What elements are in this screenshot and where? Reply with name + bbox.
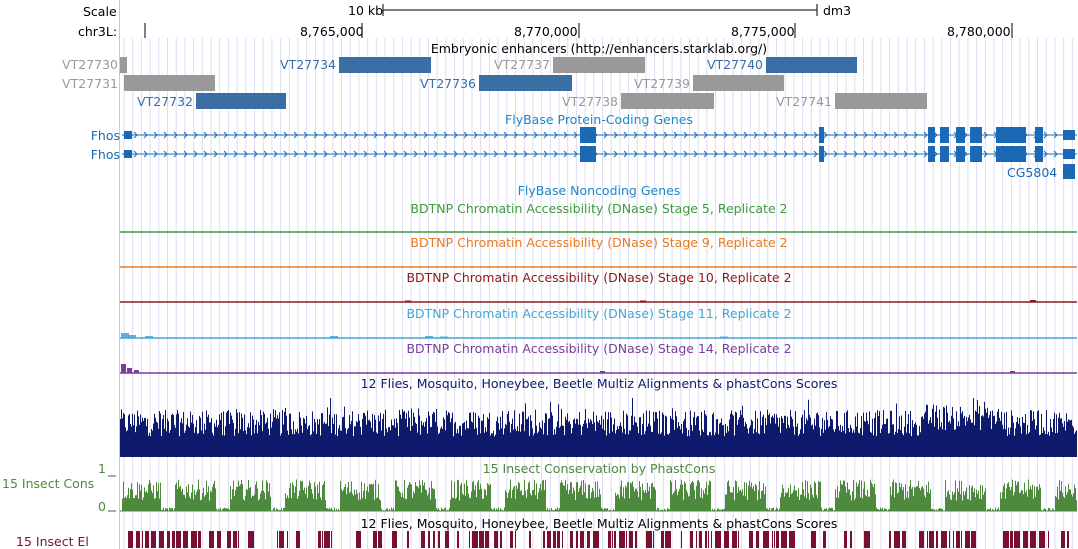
track-title-enhancers[interactable]: Embryonic enhancers (http://enhancers.st… xyxy=(430,41,768,56)
track-title-insect-cons[interactable]: 15 Insect Conservation by PhastCons xyxy=(482,461,716,476)
track-title-dnase-stage9[interactable]: BDTNP Chromatin Accessibility (DNase) St… xyxy=(410,235,788,250)
enhancer-vt27740[interactable] xyxy=(766,57,857,73)
enhancer-vt27731[interactable] xyxy=(124,75,215,91)
dnase-stage10-signal[interactable] xyxy=(120,300,1077,303)
chrom-label: chr3L: xyxy=(78,24,118,39)
track-title-dnase-stage5[interactable]: BDTNP Chromatin Accessibility (DNase) St… xyxy=(410,201,788,216)
track-title-flybase-coding[interactable]: FlyBase Protein-Coding Genes xyxy=(505,112,693,127)
enhancer-vt27734[interactable] xyxy=(339,57,431,73)
track-title-flybase-noncoding[interactable]: FlyBase Noncoding Genes xyxy=(517,183,681,198)
gene-label-cg5804[interactable]: CG5804 xyxy=(1007,165,1058,180)
enhancer-label: VT27732 xyxy=(137,94,193,109)
dnase-stage14-signal[interactable] xyxy=(120,364,1077,374)
enhancer-vt27732[interactable] xyxy=(196,93,286,109)
gene-fhos-2[interactable] xyxy=(122,146,1077,162)
insect-cons-signal[interactable] xyxy=(120,479,1077,512)
enhancer-label: VT27740 xyxy=(707,57,763,72)
enhancer-label: VT27734 xyxy=(280,57,336,72)
enhancer-vt27730[interactable] xyxy=(120,57,127,73)
enhancer-label: VT27737 xyxy=(494,57,550,72)
gene-label-fhos[interactable]: Fhos xyxy=(90,147,120,162)
enhancer-vt27741[interactable] xyxy=(835,93,927,109)
insect-el-left-label[interactable]: 15 Insect El xyxy=(16,534,89,549)
enhancer-vt27739[interactable] xyxy=(693,75,784,91)
enhancer-label: VT27738 xyxy=(562,94,618,109)
enhancer-label: VT27739 xyxy=(634,76,690,91)
track-title-dnase-stage11[interactable]: BDTNP Chromatin Accessibility (DNase) St… xyxy=(406,306,792,321)
insect-el-signal[interactable] xyxy=(128,531,1069,548)
track-title-multiz[interactable]: 12 Flies, Mosquito, Honeybee, Beetle Mul… xyxy=(360,376,838,391)
assembly-label: dm3 xyxy=(823,3,852,18)
enhancer-label: VT27731 xyxy=(62,76,118,91)
track-title-dnase-stage10[interactable]: BDTNP Chromatin Accessibility (DNase) St… xyxy=(406,270,792,285)
position-tick-label: 8,770,000 xyxy=(514,24,578,39)
gene-fhos-1[interactable] xyxy=(122,127,1077,143)
track-title-insect-el[interactable]: 12 Flies, Mosquito, Honeybee, Beetle Mul… xyxy=(360,516,838,531)
enhancer-label: VT27730 xyxy=(62,57,118,72)
multiz-signal[interactable] xyxy=(120,398,1077,457)
scale-label: Scale xyxy=(83,4,117,19)
enhancer-vt27737[interactable] xyxy=(553,57,645,73)
gene-label-fhos[interactable]: Fhos xyxy=(90,128,120,143)
position-tick-label: 8,775,000 xyxy=(731,24,795,39)
enhancer-vt27736[interactable] xyxy=(479,75,572,91)
insect-cons-left-label[interactable]: 15 Insect Cons xyxy=(2,476,95,491)
scale-bar-text: 10 kb xyxy=(348,3,384,18)
position-tick-label: 8,765,000 xyxy=(300,24,364,39)
track-title-dnase-stage14[interactable]: BDTNP Chromatin Accessibility (DNase) St… xyxy=(406,341,792,356)
dnase-stage11-signal[interactable] xyxy=(120,333,1077,339)
position-tick-label: 8,780,000 xyxy=(947,24,1011,39)
enhancer-label: VT27736 xyxy=(420,76,476,91)
insect-cons-ymax: 1 xyxy=(98,461,106,476)
enhancer-vt27738[interactable] xyxy=(621,93,714,109)
insect-cons-ymin: 0 xyxy=(98,499,106,514)
enhancer-label: VT27741 xyxy=(776,94,832,109)
gene-cg5804[interactable] xyxy=(1063,164,1075,179)
